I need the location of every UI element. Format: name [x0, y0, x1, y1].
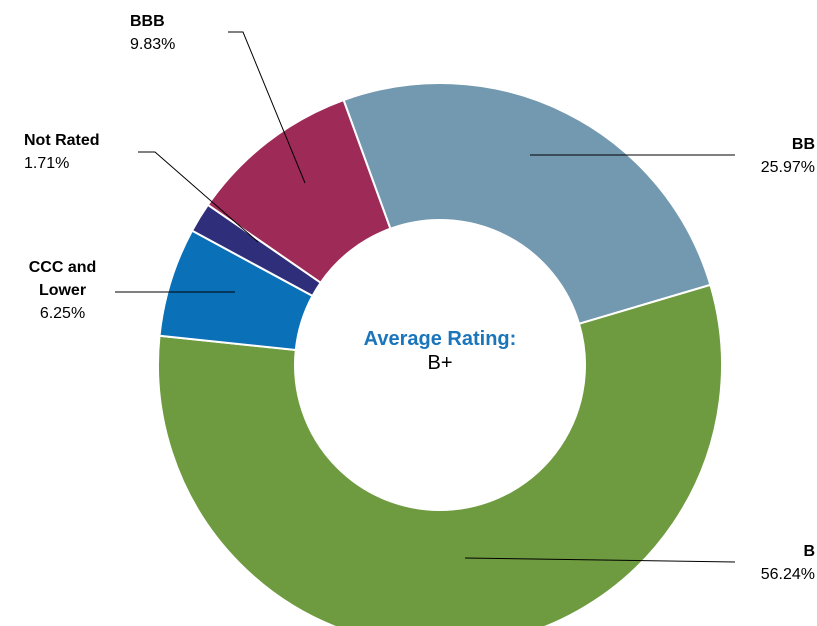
- segment-label: BB 25.97%: [620, 133, 815, 179]
- leader-line: [138, 151, 259, 243]
- leader-line: [464, 557, 736, 563]
- leader-line: [228, 31, 306, 184]
- segment-label: BBB 9.83%: [130, 10, 280, 56]
- segment-value: 6.25%: [39, 305, 86, 322]
- segment-name: Not Rated: [24, 132, 100, 149]
- segment-label: Not Rated 1.71%: [24, 129, 174, 175]
- center-label: Average Rating: B+: [300, 327, 580, 375]
- donut-segment: [206, 98, 392, 285]
- segment-label: B 56.24%: [620, 540, 815, 586]
- segment-name: CCC and Lower: [28, 259, 97, 299]
- segment-value: 9.83%: [130, 36, 176, 53]
- segment-label: CCC and Lower 6.25%: [10, 256, 115, 325]
- segment-value: 25.97%: [760, 159, 815, 176]
- donut-segment: [157, 283, 723, 626]
- segment-name: B: [803, 543, 815, 560]
- segment-value: 56.24%: [760, 566, 815, 583]
- segment-value: 1.71%: [24, 155, 70, 172]
- segment-name: BB: [791, 136, 815, 153]
- center-value: B+: [427, 352, 453, 374]
- segment-name: BBB: [130, 13, 165, 30]
- center-title: Average Rating:: [363, 328, 517, 350]
- donut-segment: [342, 82, 712, 326]
